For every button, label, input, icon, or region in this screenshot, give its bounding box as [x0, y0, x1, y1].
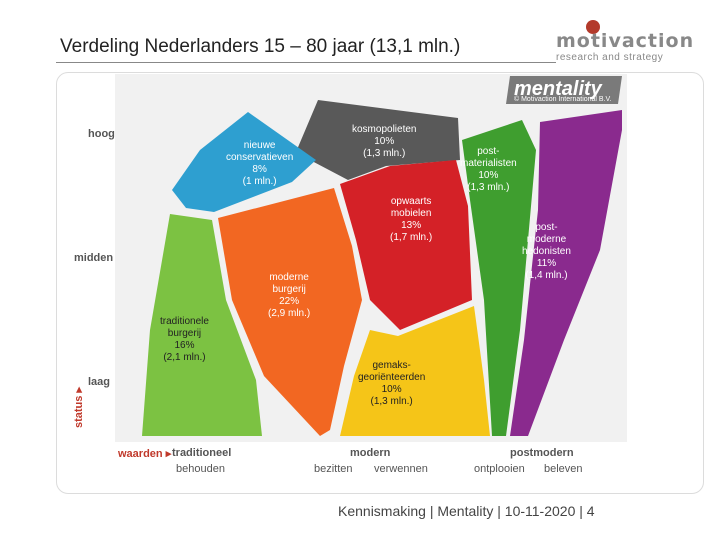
segment-label-line: conservatieven	[226, 152, 294, 163]
segment-label-line: 8%	[252, 164, 267, 175]
page-title: Verdeling Nederlanders 15 – 80 jaar (13,…	[60, 36, 461, 57]
mentality-brand: mentality	[514, 78, 602, 100]
x-sub-beleven: beleven	[544, 463, 583, 475]
title-divider	[56, 62, 556, 63]
mentality-copyright: © Motivaction International B.V.	[514, 96, 612, 103]
segment-label-line: opwaarts	[390, 196, 432, 207]
segment-opwaarts-mobielen-label: opwaarts mobielen 13% (1,7 mln.)	[390, 196, 432, 244]
segment-label-line: 13%	[401, 220, 422, 231]
waarden-axis-label: waarden ▸	[118, 448, 172, 460]
segment-postmoderne-hedonisten-shape[interactable]	[510, 110, 622, 436]
segment-kosmopolieten-label: kosmopolieten 10% (1,3 mln.)	[352, 124, 416, 160]
segment-label-line: gemaks-	[372, 360, 411, 371]
y-level-laag: laag	[88, 376, 111, 388]
x-group-modern: modern	[350, 447, 391, 459]
segment-label-line: hedonisten	[522, 246, 571, 257]
segment-label-line: (1,3 mln.)	[370, 396, 413, 407]
segment-label-line: 10%	[381, 384, 402, 395]
motivaction-logo: motivaction research and strategy	[556, 14, 706, 63]
x-group-traditioneel: traditioneel	[172, 447, 232, 459]
x-sub-bezitten: bezitten	[314, 463, 353, 475]
segment-label-line: traditionele	[160, 316, 209, 327]
x-group-postmodern: postmodern	[510, 447, 574, 459]
segment-label-line: 22%	[279, 296, 300, 307]
waarden-axis-text: waarden	[118, 448, 163, 460]
segment-label-line: (1,3 mln.)	[467, 182, 510, 193]
segment-label-line: 11%	[536, 258, 557, 269]
segment-postmaterialisten-label: post- materialisten 10% (1,3 mln.)	[460, 146, 517, 194]
segment-label-line: materialisten	[460, 158, 517, 169]
segment-label-line: burgerij	[167, 328, 202, 339]
segment-label-line: kosmopolieten	[352, 124, 417, 135]
segment-postmaterialisten-shape[interactable]	[462, 120, 536, 436]
segment-label-line: (1,3 mln.)	[363, 148, 406, 159]
segment-label-line: burgerij	[272, 284, 306, 295]
segment-gemaksgeorienteerden-shape[interactable]	[340, 306, 490, 436]
segment-label-line: nieuwe	[243, 140, 276, 151]
segment-label-line: 10%	[374, 136, 395, 147]
segment-nieuwe-conservatieven-shape[interactable]	[172, 112, 316, 212]
y-level-midden: midden	[74, 252, 114, 264]
segment-opwaarts-mobielen-shape[interactable]	[340, 160, 472, 330]
segment-label-line: post-	[535, 222, 558, 233]
status-axis-label: status ▸	[73, 387, 85, 428]
logo-wordmark: motivaction	[556, 30, 695, 52]
segment-traditionele-burgerij-shape[interactable]	[142, 214, 262, 436]
segment-gemaksgeorienteerden-label: gemaks- georiënteerden 10% (1,3 mln.)	[358, 360, 425, 408]
y-level-hoog: hoog	[88, 128, 115, 140]
status-axis-text: status	[73, 395, 85, 428]
segment-label-line: moderne	[269, 272, 309, 283]
segment-label-line: 16%	[174, 340, 195, 351]
segment-label-line: georiënteerden	[358, 372, 426, 383]
x-sub-ontplooien: ontplooien	[474, 463, 525, 475]
segment-label-line: 10%	[478, 170, 499, 181]
segment-moderne-burgerij-label: moderne burgerij 22% (2,9 mln.)	[268, 272, 310, 320]
segment-label-line: (2,1 mln.)	[163, 352, 206, 363]
segment-label-line: (2,9 mln.)	[268, 308, 311, 319]
footer-text: Kennismaking | Mentality | 10-11-2020 | …	[338, 503, 595, 519]
x-sub-behouden: behouden	[176, 463, 225, 475]
segment-kosmopolieten-shape[interactable]	[296, 100, 460, 180]
segment-label-line: (1,4 mln.)	[525, 270, 568, 281]
x-sub-verwennen: verwennen	[374, 463, 428, 475]
logo-tagline: research and strategy	[556, 52, 664, 63]
segment-label-line: (1 mln.)	[242, 176, 277, 187]
mentality-banner	[506, 76, 622, 104]
logo-mark-icon	[586, 20, 600, 34]
segment-postmoderne-hedonisten-label: post- moderne hedonisten 11% (1,4 mln.)	[522, 222, 571, 282]
segment-label-line: post-	[477, 146, 500, 157]
segment-moderne-burgerij-shape[interactable]	[218, 188, 362, 436]
segment-label-line: mobielen	[390, 208, 432, 219]
segment-label-line: moderne	[526, 234, 567, 245]
segment-traditionele-burgerij-label: traditionele burgerij 16% (2,1 mln.)	[160, 316, 209, 364]
segment-label-line: (1,7 mln.)	[390, 232, 433, 243]
segment-nieuwe-conservatieven-label: nieuwe conservatieven 8% (1 mln.)	[226, 140, 293, 188]
